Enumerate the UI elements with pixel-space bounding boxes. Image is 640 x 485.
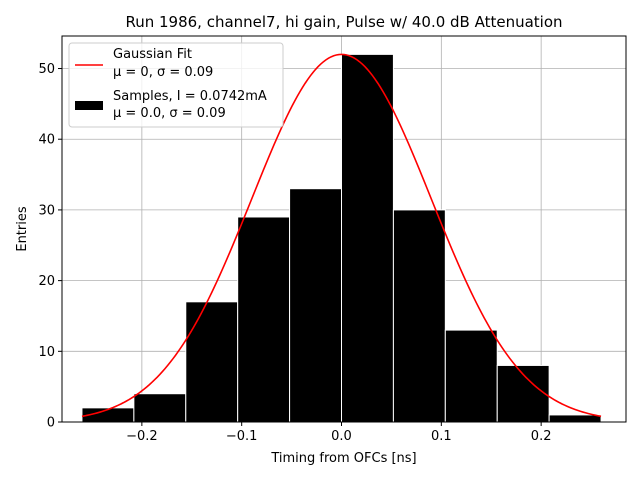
x-tick-label: 0.0 [331, 429, 352, 444]
chart-title: Run 1986, channel7, hi gain, Pulse w/ 40… [125, 13, 562, 31]
y-tick-label: 50 [38, 62, 55, 77]
x-tick-label: −0.1 [226, 429, 258, 444]
y-axis-ticks: 0 10 20 30 40 50 [38, 62, 62, 431]
legend: Gaussian Fit μ = 0, σ = 0.09 Samples, I … [68, 42, 284, 128]
histogram-bar [392, 209, 446, 423]
legend-fit-label: Gaussian Fit [113, 47, 192, 62]
y-tick-label: 40 [38, 133, 55, 148]
y-tick-label: 0 [47, 416, 55, 431]
x-tick-label: 0.1 [431, 429, 452, 444]
x-axis-ticks: −0.2 −0.1 0.0 0.1 0.2 [126, 422, 551, 444]
y-tick-label: 30 [38, 203, 55, 218]
histogram-bar [444, 329, 498, 423]
legend-fit-params: μ = 0, σ = 0.09 [113, 65, 213, 80]
legend-histogram-swatch [75, 101, 103, 110]
histogram-bar [133, 393, 187, 423]
legend-histogram-params: μ = 0.0, σ = 0.09 [113, 106, 226, 121]
x-tick-label: 0.2 [531, 429, 552, 444]
x-tick-label: −0.2 [126, 429, 158, 444]
gaussian-fit-line [81, 53, 602, 418]
histogram-bar [237, 216, 291, 423]
plot-frame [61, 35, 627, 423]
x-axis-label: Timing from OFCs [ns] [270, 451, 416, 466]
legend-histogram-label: Samples, I = 0.0742mA [113, 89, 267, 104]
legend-box [68, 42, 284, 128]
histogram-bar [341, 53, 394, 423]
histogram-bar [185, 301, 239, 423]
y-tick-label: 20 [38, 274, 55, 289]
y-axis-label: Entries [15, 206, 30, 252]
histogram-bar [289, 188, 343, 423]
y-tick-label: 10 [38, 345, 55, 360]
histogram-bar [548, 414, 602, 423]
histogram-bars [81, 53, 602, 423]
